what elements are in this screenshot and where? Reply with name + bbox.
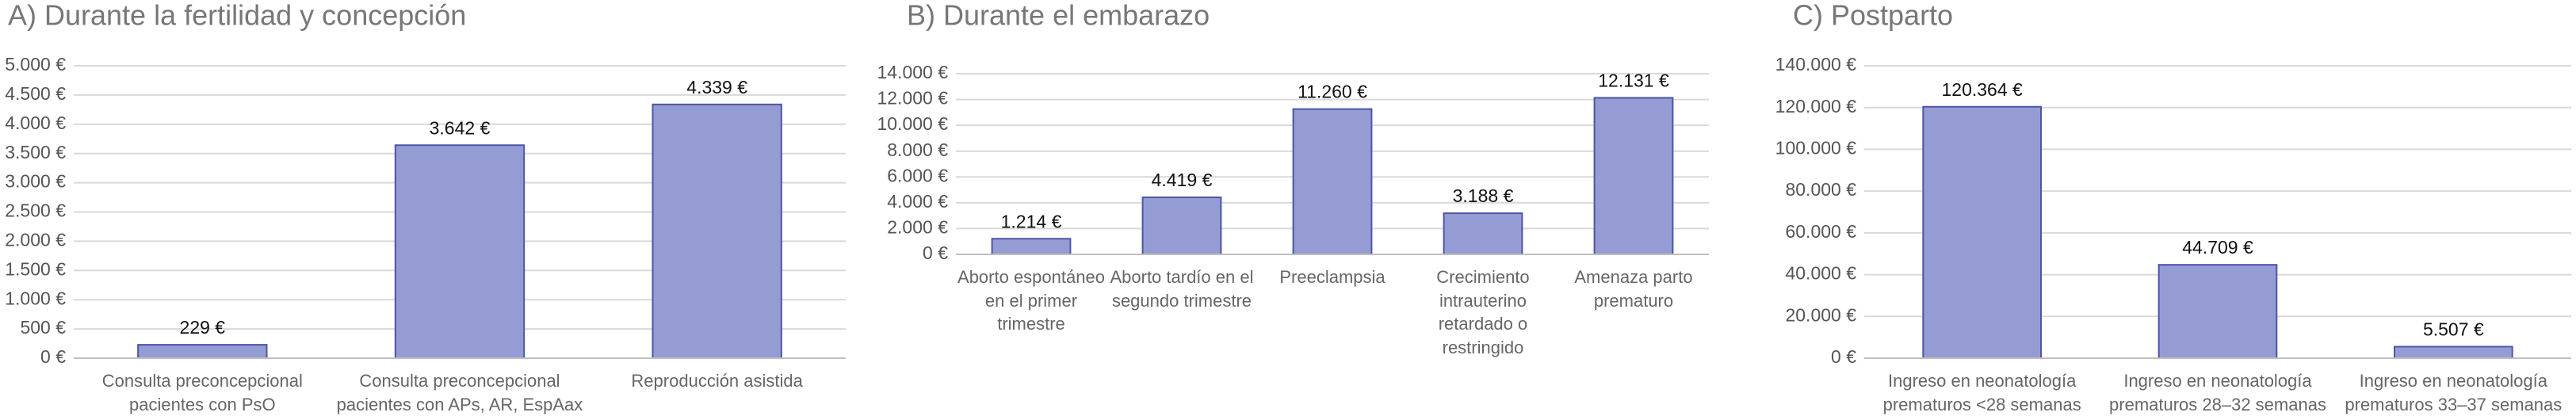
x-tick-label: Preeclampsia <box>1279 267 1385 287</box>
y-tick-label: 0 € <box>1831 346 1856 367</box>
y-tick-label: 8.000 € <box>887 139 948 160</box>
y-tick-label: 12.000 € <box>877 88 948 109</box>
x-tick-label: Consulta preconcepcional pacientes con A… <box>336 371 583 414</box>
x-tick-label: Ingreso en neonatología prematuros 33–37… <box>2345 371 2563 414</box>
x-tick-label: Reproducción asistida <box>631 371 803 391</box>
y-tick-label: 4.000 € <box>887 191 948 212</box>
data-label: 229 € <box>180 317 226 338</box>
chart-title: B) Durante el embarazo <box>907 0 1210 32</box>
y-tick-label: 10.000 € <box>877 113 948 134</box>
y-tick-label: 4.500 € <box>5 83 66 104</box>
y-tick-label: 500 € <box>20 317 66 338</box>
y-tick-label: 14.000 € <box>877 62 948 82</box>
y-tick-label: 140.000 € <box>1775 54 1857 74</box>
x-tick-label: Amenaza parto prematuro <box>1574 267 1693 311</box>
x-tick-label: Crecimiento intrauterino retardado o res… <box>1436 267 1530 358</box>
y-tick-label: 60.000 € <box>1785 221 1856 242</box>
data-label: 1.214 € <box>1001 211 1062 231</box>
data-label: 5.507 € <box>2423 319 2484 340</box>
y-tick-label: 5.000 € <box>5 54 66 74</box>
x-tick-label: Aborto tardío en el segundo trimestre <box>1110 267 1254 311</box>
bar <box>1292 108 1373 255</box>
y-tick-label: 100.000 € <box>1775 138 1857 158</box>
y-tick-label: 4.000 € <box>5 113 66 133</box>
data-label: 3.642 € <box>430 117 491 138</box>
x-tick-label: Ingreso en neonatología prematuros <28 s… <box>1882 371 2081 414</box>
chart-title: A) Durante la fertilidad y concepción <box>8 0 466 32</box>
bar <box>652 103 782 359</box>
x-tick-label: Ingreso en neonatología prematuros 28–32… <box>2109 371 2326 414</box>
bar <box>1922 105 2042 359</box>
data-label: 120.364 € <box>1942 79 2024 100</box>
data-label: 4.339 € <box>686 77 747 97</box>
bar <box>137 344 268 359</box>
y-tick-label: 2.000 € <box>5 229 66 250</box>
chart-title: C) Postparto <box>1793 0 1953 32</box>
y-tick-label: 40.000 € <box>1785 263 1856 284</box>
y-tick-label: 2.000 € <box>887 217 948 238</box>
y-tick-label: 20.000 € <box>1785 304 1856 325</box>
data-label: 44.709 € <box>2182 237 2253 258</box>
y-tick-label: 80.000 € <box>1785 179 1856 200</box>
y-tick-label: 3.000 € <box>5 171 66 192</box>
data-label: 12.131 € <box>1598 71 1669 91</box>
bar <box>394 144 526 359</box>
y-tick-label: 0 € <box>923 242 948 263</box>
data-label: 4.419 € <box>1152 170 1213 190</box>
bar <box>1443 212 1523 256</box>
y-tick-label: 1.000 € <box>5 288 66 308</box>
data-label: 11.260 € <box>1298 82 1367 102</box>
y-tick-label: 3.500 € <box>5 142 66 162</box>
y-tick-label: 2.500 € <box>5 200 66 221</box>
bar <box>2157 264 2278 359</box>
bar <box>1593 97 1674 255</box>
y-tick-label: 0 € <box>40 346 66 367</box>
bar <box>991 238 1072 256</box>
y-tick-label: 6.000 € <box>887 165 948 185</box>
y-tick-label: 120.000 € <box>1775 96 1857 116</box>
x-tick-label: Aborto espontáneo en el primer trimestre <box>957 267 1105 334</box>
bar <box>2394 346 2513 359</box>
x-tick-label: Consulta preconcepcional pacientes con P… <box>101 371 303 414</box>
bar <box>1141 197 1222 255</box>
y-tick-label: 1.500 € <box>5 258 66 279</box>
data-label: 3.188 € <box>1453 185 1514 206</box>
